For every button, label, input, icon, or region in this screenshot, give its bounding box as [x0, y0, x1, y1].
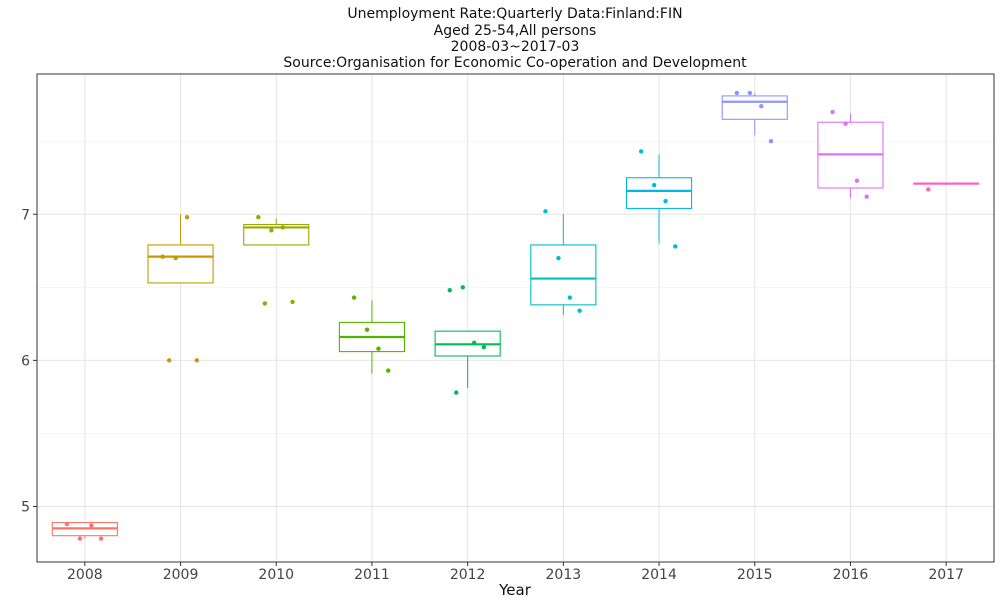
axes: 5 6 7 2008 2009 2010 2011 2012 2013 2014 2015 2016 2… [21, 207, 964, 583]
data-point-2009 [166, 358, 172, 363]
data-point-2009 [160, 254, 165, 259]
data-point-2017 [926, 187, 931, 192]
x-tick-label: 2012 [450, 567, 486, 583]
data-point-2013 [556, 255, 561, 261]
data-point-2010 [280, 225, 285, 230]
data-point-2016 [843, 121, 848, 126]
data-point-2009 [184, 214, 190, 220]
box-2014 [625, 154, 693, 244]
data-point-2014 [638, 149, 644, 154]
data-point-2008 [98, 536, 104, 541]
data-point-2010 [290, 299, 295, 305]
data-point-2015 [759, 103, 764, 109]
data-point-2012 [460, 285, 465, 290]
data-point-2008 [77, 536, 83, 541]
data-point-2010 [256, 214, 261, 220]
data-point-2012 [454, 390, 459, 395]
x-tick-label: 2009 [163, 567, 199, 583]
data-point-2013 [577, 308, 582, 313]
plot-panel-border [36, 73, 995, 563]
y-tick-label: 5 [21, 499, 30, 515]
data-point-2011 [351, 295, 357, 300]
data-point-2016 [864, 194, 869, 199]
data-point-2014 [651, 182, 657, 188]
x-tick-label: 2015 [737, 567, 773, 583]
x-tick-label: 2010 [258, 567, 294, 583]
box-iqr [721, 95, 788, 120]
x-tick-label: 2013 [546, 567, 582, 583]
data-point-2015 [747, 90, 753, 96]
data-point-2012 [481, 345, 487, 350]
data-point-2009 [173, 255, 178, 261]
y-tick-label: 7 [21, 207, 30, 223]
data-point-2013 [543, 209, 548, 214]
data-point-2014 [673, 244, 678, 249]
chart-title-line-1: Unemployment Rate:Quarterly Data:Finland… [347, 6, 682, 22]
data-point-2014 [663, 198, 668, 204]
data-point-2013 [567, 295, 573, 300]
data-point-2012 [447, 288, 452, 293]
data-point-2010 [269, 228, 274, 233]
box-2013 [530, 214, 597, 316]
box-iqr [147, 244, 214, 284]
box-2009 [147, 214, 214, 284]
chart-title-line-4: Source:Organisation for Economic Co-oper… [283, 55, 747, 71]
data-point-2015 [734, 90, 740, 96]
data-point-2011 [386, 368, 391, 373]
x-tick-label: 2016 [833, 567, 869, 583]
box-iqr [625, 177, 693, 209]
box-2011 [338, 300, 406, 374]
data-points [64, 90, 931, 541]
x-tick-label: 2014 [641, 567, 677, 583]
box-2012 [434, 330, 501, 389]
data-point-2015 [768, 139, 774, 144]
chart-title-line-3: 2008-03~2017-03 [451, 39, 580, 55]
data-point-2011 [364, 327, 370, 332]
box-2008 [51, 522, 118, 539]
data-point-2008 [64, 521, 70, 527]
box-series [51, 92, 980, 539]
x-tick-label: 2017 [928, 567, 964, 583]
y-tick-label: 6 [21, 353, 30, 369]
box-2017 [913, 182, 980, 185]
box-2010 [243, 218, 310, 246]
chart-title-line-2: Aged 25-54,All persons [434, 23, 597, 39]
data-point-2009 [194, 358, 200, 363]
box-iqr [530, 244, 597, 306]
data-point-2016 [830, 109, 835, 115]
data-point-2010 [262, 301, 268, 306]
x-tick-label: 2008 [67, 567, 103, 583]
box-2015 [721, 92, 788, 136]
data-point-2008 [89, 523, 94, 528]
box-iqr [243, 223, 310, 246]
x-axis-title: Year [498, 581, 532, 599]
x-tick-label: 2011 [354, 567, 390, 583]
data-point-2012 [471, 340, 477, 346]
box-2016 [817, 113, 884, 199]
data-point-2011 [376, 346, 381, 351]
data-point-2016 [854, 178, 860, 183]
